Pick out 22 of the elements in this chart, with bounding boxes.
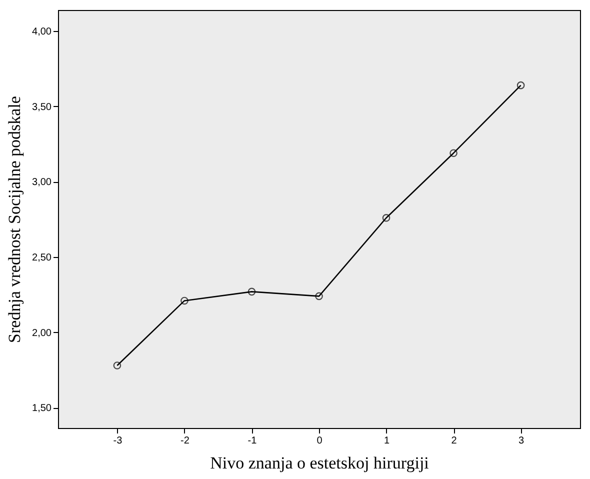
x-tick-label: -2 xyxy=(180,436,190,446)
point xyxy=(516,81,525,90)
point xyxy=(180,296,188,305)
y-tick-label: 4,00 xyxy=(32,26,52,38)
y-tick-label: 3,00 xyxy=(32,177,52,188)
point xyxy=(450,149,458,157)
y-tick-label: 2,00 xyxy=(32,328,52,339)
point xyxy=(113,362,122,370)
x-tick-label: 1 xyxy=(384,436,390,446)
x-tick-label: 3 xyxy=(518,436,525,446)
y-tick-label: 2,50 xyxy=(32,252,52,264)
point xyxy=(315,292,323,300)
y-tick-label: 1,50 xyxy=(32,403,52,414)
x-axis-title: Nivo znanja o estetskoj hirurgiji xyxy=(210,454,430,472)
point xyxy=(248,288,256,296)
x-tick-label: 0 xyxy=(316,436,323,446)
point xyxy=(382,214,390,222)
x-tick-label: -3 xyxy=(113,436,123,446)
y-axis-title: Srednja vrednost Socijalne podskale xyxy=(5,96,24,343)
y-tick-label: 3,50 xyxy=(32,102,52,113)
x-tick-label: 2 xyxy=(451,436,458,446)
x-tick-label: -1 xyxy=(248,436,258,446)
